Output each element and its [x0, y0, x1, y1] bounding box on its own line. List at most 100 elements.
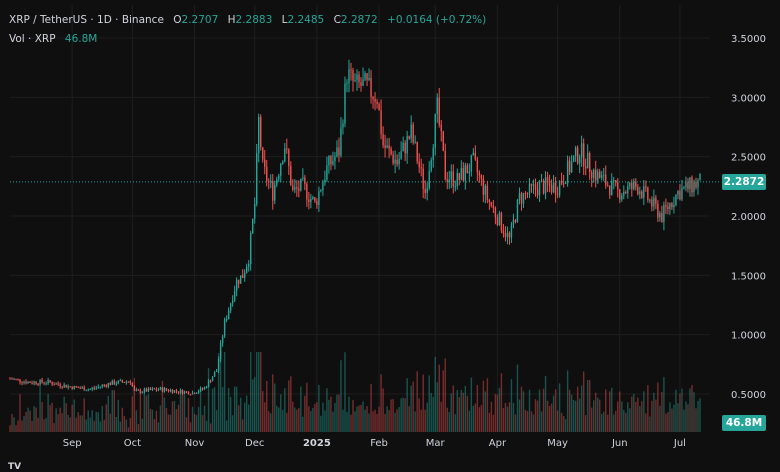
candle-body [657, 203, 659, 218]
candle-body [518, 193, 521, 200]
volume-bar [438, 364, 440, 432]
volume-bar [625, 412, 627, 432]
volume-bar [500, 373, 503, 432]
volume-bar [169, 414, 172, 432]
volume-bar [366, 406, 368, 432]
volume-bar [552, 395, 555, 432]
candle-body [352, 70, 354, 81]
volume-bar [470, 377, 473, 432]
candle-body [308, 199, 310, 203]
volume-bar [502, 407, 505, 432]
candle-body [151, 388, 154, 390]
high-value: 2.2883 [235, 14, 273, 26]
volume-bar [424, 409, 426, 432]
candle-body [145, 388, 148, 392]
volume-bar [566, 370, 569, 432]
candle-body [205, 386, 208, 388]
volume-bar [669, 402, 671, 432]
volume-bar [482, 380, 485, 432]
candle-body [681, 188, 683, 200]
volume-bar [522, 391, 525, 432]
volume-bar [171, 401, 174, 432]
volume-bar [205, 420, 208, 432]
x-tick-label: Jul [673, 438, 686, 449]
volume-bar [115, 416, 118, 432]
candle-body [161, 387, 164, 392]
candle-body [468, 171, 471, 174]
candle-body [153, 388, 156, 390]
volume-bar [659, 405, 661, 432]
volume-bar [524, 409, 527, 432]
candle-body [382, 134, 384, 146]
candle-body [572, 156, 575, 162]
volume-bar [290, 376, 292, 432]
candle-body [492, 206, 495, 208]
volume-bar [125, 419, 128, 432]
volume-bar [572, 399, 575, 432]
candle-body [73, 386, 75, 390]
volume-bar [621, 401, 623, 432]
volume-bar [149, 408, 152, 432]
candle-body [314, 197, 316, 202]
volume-bar [440, 401, 442, 432]
candle-body [326, 165, 328, 180]
candles [9, 59, 701, 396]
volume-bar [217, 353, 220, 432]
volume-bar [131, 396, 134, 432]
candle-body [298, 188, 300, 191]
candle-body [107, 383, 109, 387]
volume-bar [518, 399, 521, 432]
volume-bar [63, 396, 65, 432]
volume-bar [225, 420, 228, 432]
candle-body [476, 159, 479, 173]
candle-body [550, 185, 553, 193]
volume-label[interactable]: Vol · XRP [9, 33, 56, 45]
volume-bar [484, 391, 487, 432]
candle-body [400, 151, 402, 159]
candle-body [524, 192, 527, 194]
volume-bar [79, 415, 81, 432]
candle-body [33, 381, 35, 384]
candle-body [141, 391, 144, 393]
candle-body [179, 389, 182, 393]
volume-bar [436, 382, 438, 432]
candle-body [348, 69, 350, 84]
candle-body [328, 156, 330, 166]
volume-bar [235, 386, 238, 432]
volume-bar [23, 415, 25, 432]
volume-bar [314, 403, 316, 432]
tradingview-logo-icon[interactable]: TV [8, 462, 22, 472]
volume-bar [268, 411, 270, 432]
volume-bar [129, 418, 132, 432]
candle-body [195, 392, 198, 394]
candle-body [121, 380, 124, 382]
candle-body [494, 207, 497, 218]
volume-bar [302, 416, 304, 432]
candle-body [677, 190, 679, 195]
candle-body [404, 142, 406, 154]
candle-body [693, 182, 695, 193]
candle-body [414, 141, 416, 143]
candle-body [260, 117, 262, 148]
volume-bar [394, 412, 396, 432]
candle-body [643, 186, 645, 198]
volume-bar [344, 352, 346, 432]
symbol-title[interactable]: XRP / TetherUS · 1D · Binance [9, 14, 164, 26]
candle-body [318, 191, 320, 205]
volume-bar [695, 408, 697, 432]
volume-bar [466, 395, 469, 432]
candle-body [655, 197, 657, 204]
x-tick-label: Feb [370, 438, 388, 449]
candle-body [671, 203, 673, 208]
candle-body [590, 171, 593, 178]
candle-body [241, 275, 244, 278]
volume-bar [564, 419, 567, 432]
candle-body [9, 378, 11, 380]
volume-bar [103, 419, 105, 432]
volume-bar [376, 413, 378, 432]
candle-body [420, 167, 422, 169]
candle-body [288, 149, 290, 166]
candle-body [398, 158, 400, 165]
